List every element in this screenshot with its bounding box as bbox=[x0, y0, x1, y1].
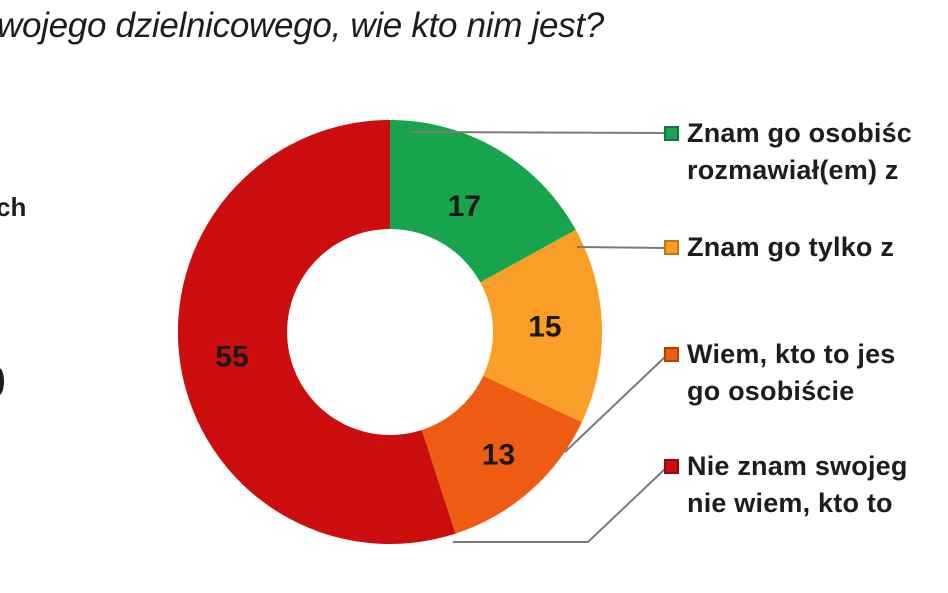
legend-marker-1-icon bbox=[664, 126, 679, 141]
slice-value-label-1: 17 bbox=[448, 190, 481, 223]
legend-label-line: rozmawiał(em) z bbox=[687, 155, 899, 185]
slice-value-label-2: 15 bbox=[528, 311, 561, 344]
cutoff-text-left: ch bbox=[0, 192, 27, 222]
legend-marker-3-icon bbox=[664, 347, 679, 362]
callout-line-2 bbox=[576, 246, 665, 249]
legend-marker-4-icon bbox=[664, 459, 679, 474]
legend-label-line: Znam go osobiśc bbox=[687, 118, 913, 148]
callout-line-1 bbox=[409, 131, 665, 134]
legend-label-line: Wiem, kto to jes bbox=[687, 339, 896, 369]
chart-title: wojego dzielnicowego, wie kto nim jest? bbox=[0, 6, 604, 45]
donut-segment-4 bbox=[177, 120, 456, 544]
legend-marker-2-icon bbox=[664, 240, 679, 255]
legend-item-2: Znam go tylko z bbox=[664, 229, 894, 266]
legend-item-4: Nie znam swojeg nie wiem, kto to bbox=[664, 448, 908, 522]
callout-line-3 bbox=[564, 355, 667, 453]
slice-value-label-3: 13 bbox=[482, 439, 515, 472]
legend-label-line: go osobiście bbox=[687, 376, 855, 406]
cutoff-glyph-left bbox=[0, 368, 4, 395]
legend-label-line: Znam go tylko z bbox=[687, 232, 895, 262]
slice-value-label-4: 55 bbox=[215, 341, 248, 374]
donut-segment-1 bbox=[390, 120, 576, 283]
legend-label-line: nie wiem, kto to bbox=[687, 488, 893, 518]
donut-segment-3 bbox=[421, 375, 582, 534]
legend-label-line: Nie znam swojeg bbox=[687, 451, 908, 481]
legend-item-3: Wiem, kto to jes go osobiście bbox=[664, 336, 896, 410]
callout-line-4 bbox=[453, 467, 667, 543]
donut-segment-2 bbox=[480, 229, 602, 423]
legend-item-1: Znam go osobiśc rozmawiał(em) z bbox=[664, 115, 912, 189]
